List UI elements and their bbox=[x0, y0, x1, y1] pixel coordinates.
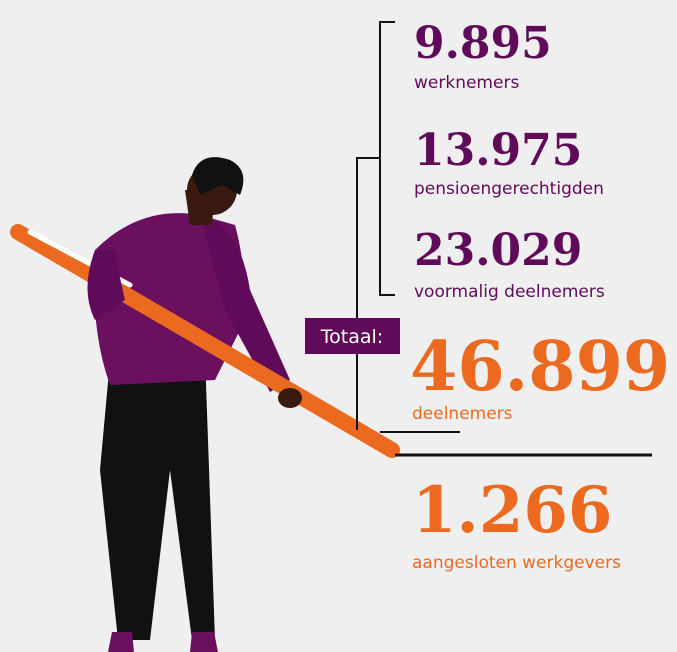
total-value: 46.899 bbox=[410, 327, 670, 407]
infographic: 9.895 werknemers 13.975 pensioengerechti… bbox=[0, 0, 677, 652]
total-label: deelnemers bbox=[412, 404, 513, 424]
stat-label: voormalig deelnemers bbox=[414, 282, 605, 302]
stat-value: 23.029 bbox=[414, 225, 582, 276]
total-tag: Totaal: bbox=[320, 326, 383, 348]
stat-label: pensioengerechtigden bbox=[414, 179, 604, 199]
employers-value: 1.266 bbox=[412, 473, 612, 548]
stat-label: werknemers bbox=[414, 73, 519, 93]
stat-value: 9.895 bbox=[414, 18, 552, 69]
stat-value: 13.975 bbox=[414, 125, 582, 176]
employers-label: aangesloten werkgevers bbox=[412, 553, 621, 573]
